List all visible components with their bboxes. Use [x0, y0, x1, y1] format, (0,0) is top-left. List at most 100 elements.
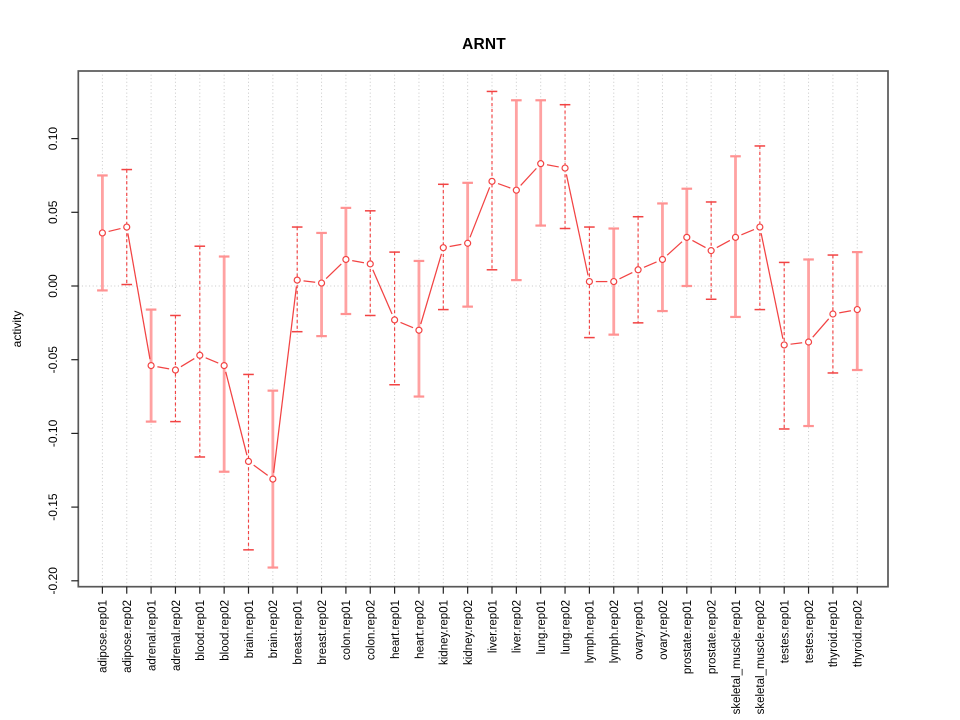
- series-line-segment: [692, 239, 706, 249]
- data-point: [220, 361, 228, 370]
- data-point: [731, 233, 740, 241]
- data-point: [610, 277, 618, 286]
- series-line-segment: [127, 233, 151, 360]
- series-line-segment: [760, 233, 784, 339]
- series-line-segment: [666, 241, 683, 256]
- x-tick-label: thyroid.rep01: [828, 600, 840, 667]
- x-tick-label: adrenal.rep01: [146, 600, 158, 671]
- data-point: [244, 457, 253, 466]
- series-line-segment: [497, 182, 511, 189]
- y-tick-label: 0.05: [46, 200, 60, 224]
- y-tick-label: 0.00: [46, 274, 60, 298]
- x-tick-label: lymph.rep02: [609, 600, 621, 663]
- series-line-segment: [449, 243, 462, 248]
- data-point: [415, 326, 423, 334]
- x-tick-label: adipose.rep02: [122, 600, 134, 673]
- data-point: [537, 160, 545, 168]
- data-point: [171, 366, 180, 374]
- data-point: [658, 255, 667, 264]
- x-tick-label: ovary.rep01: [633, 600, 645, 660]
- series-line-segment: [839, 310, 852, 314]
- data-point: [293, 276, 301, 284]
- series-line-segment: [205, 357, 219, 364]
- series-line-segment: [273, 286, 298, 473]
- data-point: [464, 239, 472, 247]
- data-point: [439, 244, 447, 252]
- series-line-segment: [400, 321, 414, 329]
- series-line-segment: [741, 228, 755, 236]
- y-tick-label: -0.20: [46, 567, 60, 595]
- x-tick-label: skeletal_muscle.rep02: [755, 600, 767, 714]
- data-point: [780, 341, 788, 349]
- x-tick-label: prostate.rep02: [706, 600, 718, 674]
- x-tick-label: ovary.rep02: [658, 600, 670, 660]
- data-point: [561, 164, 569, 172]
- data-point: [123, 223, 131, 231]
- data-point: [342, 255, 350, 264]
- series-line-segment: [108, 227, 121, 233]
- x-tick-label: kidney.rep01: [439, 600, 451, 665]
- data-point: [853, 305, 861, 314]
- x-tick-label: skeletal_muscle.rep01: [731, 600, 743, 714]
- data-point: [512, 186, 520, 194]
- x-tick-label: liver.rep02: [512, 600, 524, 653]
- x-tick-label: testes.rep02: [804, 600, 816, 663]
- y-tick-label: -0.05: [46, 346, 60, 374]
- series-line-segment: [303, 280, 316, 283]
- x-tick-label: prostate.rep01: [682, 600, 694, 674]
- series-line-segment: [716, 239, 731, 249]
- x-tick-label: thyroid.rep02: [853, 600, 865, 667]
- series-line-segment: [812, 318, 830, 338]
- x-tick-label: adipose.rep01: [98, 600, 110, 673]
- x-tick-label: lung.rep01: [536, 600, 548, 654]
- data-point: [147, 361, 155, 370]
- series-line-segment: [643, 261, 657, 268]
- x-tick-label: blood.rep02: [219, 600, 231, 661]
- series-line-segment: [546, 164, 559, 168]
- data-point: [585, 277, 594, 286]
- data-point: [683, 233, 691, 241]
- chart-title: ARNT: [462, 36, 506, 53]
- x-tick-label: blood.rep01: [195, 600, 207, 661]
- plot-border: [77, 70, 889, 588]
- x-tick-label: colon.rep02: [366, 600, 378, 660]
- series-line-segment: [352, 259, 365, 264]
- data-point: [269, 475, 277, 483]
- y-tick-label: -0.10: [46, 419, 60, 447]
- data-point: [804, 338, 813, 346]
- series-line-segment: [420, 253, 443, 325]
- x-tick-label: lung.rep02: [560, 600, 572, 654]
- x-tick-label: brain.rep01: [244, 600, 256, 658]
- x-tick-label: breast.rep01: [293, 600, 305, 665]
- data-point: [98, 229, 107, 237]
- series-line-segment: [157, 366, 170, 370]
- y-tick-label: -0.15: [46, 493, 60, 521]
- series-line-segment: [790, 342, 803, 345]
- series-line-segment: [372, 269, 393, 315]
- series-line-segment: [565, 174, 589, 276]
- data-point: [488, 177, 496, 185]
- series-line-segment: [325, 263, 342, 280]
- series-line-segment: [253, 464, 269, 476]
- x-tick-label: heart.rep02: [414, 600, 426, 659]
- series-line-segment: [180, 358, 195, 368]
- x-tick-label: testes.rep01: [780, 600, 792, 663]
- x-tick-label: breast.rep02: [317, 600, 329, 665]
- y-axis-label: activity: [10, 310, 24, 348]
- x-tick-label: liver.rep01: [487, 600, 499, 653]
- x-tick-label: heart.rep01: [390, 600, 402, 659]
- y-tick-label: 0.10: [46, 127, 60, 151]
- x-tick-label: kidney.rep02: [463, 600, 475, 665]
- data-point: [756, 223, 764, 231]
- data-point: [634, 266, 642, 274]
- series-line-segment: [520, 167, 537, 186]
- series-line-segment: [619, 272, 633, 280]
- data-point: [366, 260, 374, 268]
- x-tick-label: brain.rep02: [268, 600, 280, 658]
- x-tick-label: lymph.rep01: [585, 600, 597, 663]
- data-point: [829, 310, 837, 318]
- data-point: [196, 351, 204, 359]
